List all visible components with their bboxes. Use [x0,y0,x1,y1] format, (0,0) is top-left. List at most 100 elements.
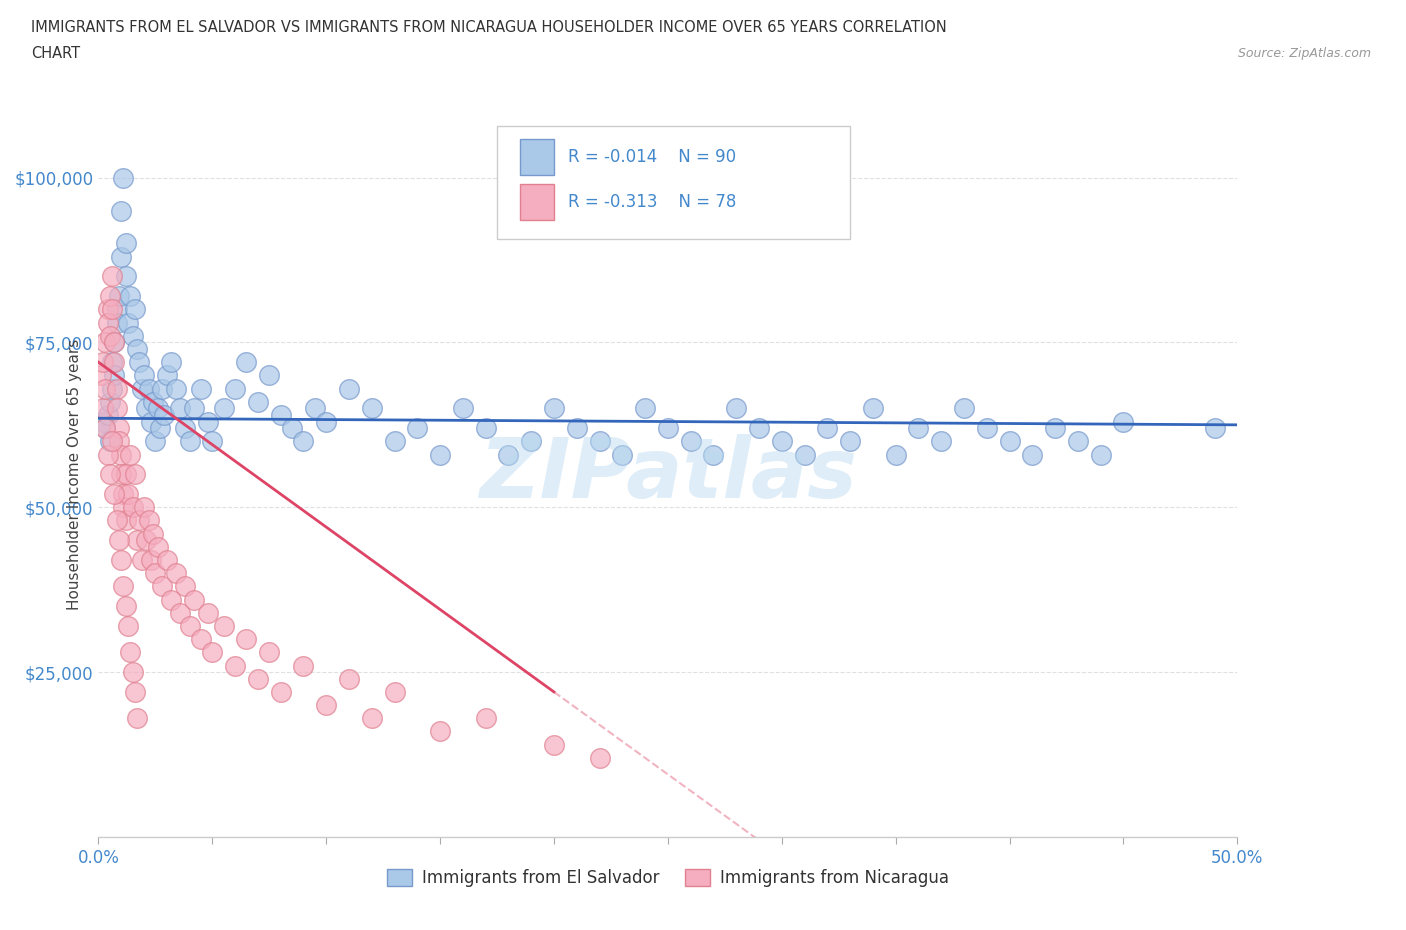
Point [112,486,135,501]
Point [190,381,212,396]
Point [139,552,162,567]
Point [174,579,197,594]
Point [131,381,153,396]
Point [110,249,132,264]
Point [120,289,142,304]
Point [127,341,149,356]
Point [112,579,135,594]
Point [634,401,657,416]
Point [124,684,146,699]
Point [117,315,139,330]
Point [105,315,128,330]
Point [169,605,191,620]
Text: R = -0.014    N = 90: R = -0.014 N = 90 [568,148,735,166]
Point [235,354,257,369]
Point [103,335,125,350]
Point [224,658,246,673]
Point [953,401,976,416]
Point [112,499,135,514]
Point [110,447,132,462]
Point [114,269,136,284]
Point [98,289,121,304]
Bar [520,184,554,220]
Text: R = -0.313    N = 78: R = -0.313 N = 78 [568,193,735,211]
Point [132,499,155,514]
Point [120,644,142,659]
Text: ZIPatlas: ZIPatlas [479,433,856,515]
Point [112,170,135,185]
Point [360,401,382,416]
Point [337,671,360,686]
Point [91,401,114,416]
Point [110,467,132,482]
Text: CHART: CHART [31,46,80,61]
Point [108,434,131,449]
Point [259,368,281,383]
Point [132,368,155,383]
Point [121,665,143,680]
Point [224,381,246,396]
Point [292,658,315,673]
Point [156,552,179,567]
Point [907,420,929,435]
Point [139,414,162,429]
Point [114,599,136,614]
Point [174,420,197,435]
Text: Source: ZipAtlas.com: Source: ZipAtlas.com [1237,46,1371,60]
Point [815,420,838,435]
Point [110,203,132,218]
Point [91,354,114,369]
Point [128,513,150,528]
Point [169,401,191,416]
Point [246,394,269,409]
Point [429,724,451,739]
Point [165,565,187,580]
Point [360,711,382,725]
Point [105,302,128,317]
Point [976,420,998,435]
Point [131,552,153,567]
Point [145,565,167,580]
Point [145,434,167,449]
Point [748,420,770,435]
Point [315,698,337,712]
Point [103,335,125,350]
Point [121,499,143,514]
Point [103,486,125,501]
Point [124,467,146,482]
Point [117,618,139,633]
Point [153,407,176,422]
Point [94,420,117,435]
Point [337,381,360,396]
Point [146,401,169,416]
Legend: Immigrants from El Salvador, Immigrants from Nicaragua: Immigrants from El Salvador, Immigrants … [381,862,955,894]
Point [183,401,205,416]
Point [103,368,125,383]
Point [94,420,117,435]
Point [91,414,114,429]
Point [520,434,543,449]
Point [101,302,124,317]
Point [108,420,131,435]
Point [146,539,169,554]
Point [110,552,132,567]
Point [135,533,157,548]
Point [105,401,128,416]
Point [588,751,610,765]
Point [543,401,565,416]
Point [1204,420,1226,435]
Point [138,381,160,396]
Point [142,394,165,409]
Point [135,401,157,416]
Point [108,289,131,304]
Point [98,467,121,482]
Y-axis label: Householder Income Over 65 years: Householder Income Over 65 years [66,339,82,610]
Point [304,401,326,416]
Point [183,592,205,607]
Point [884,447,907,462]
Point [315,414,337,429]
Point [127,533,149,548]
Point [565,420,588,435]
Point [679,434,702,449]
Point [212,401,235,416]
